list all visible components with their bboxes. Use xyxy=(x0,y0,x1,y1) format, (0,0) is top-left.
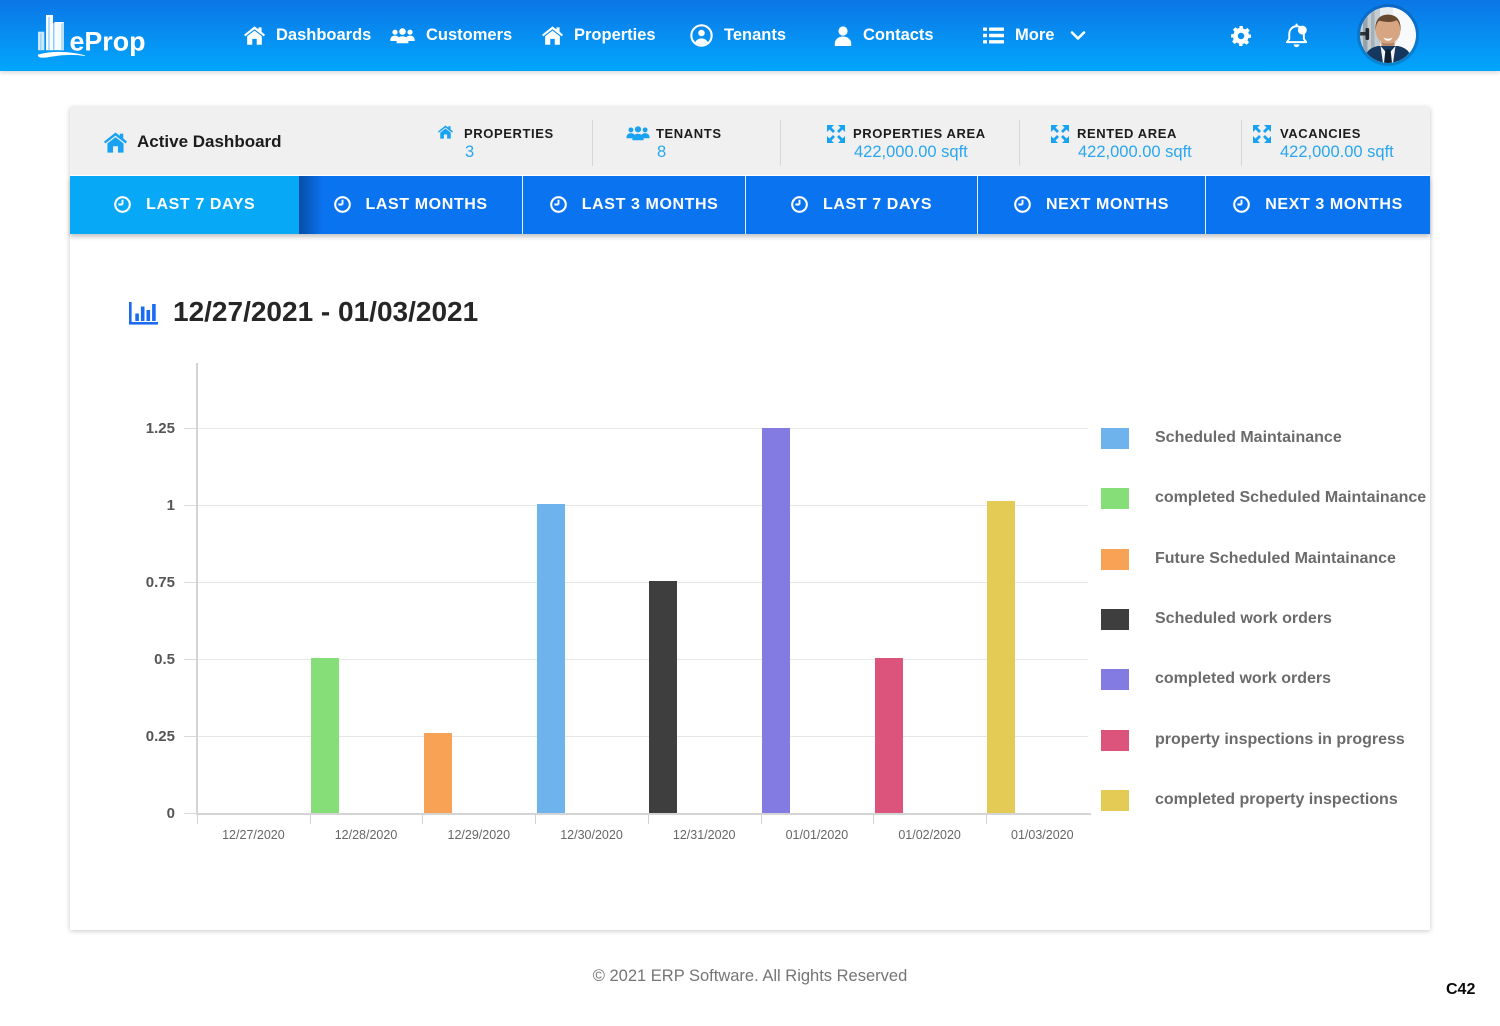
svg-text:eProp: eProp xyxy=(70,27,146,57)
